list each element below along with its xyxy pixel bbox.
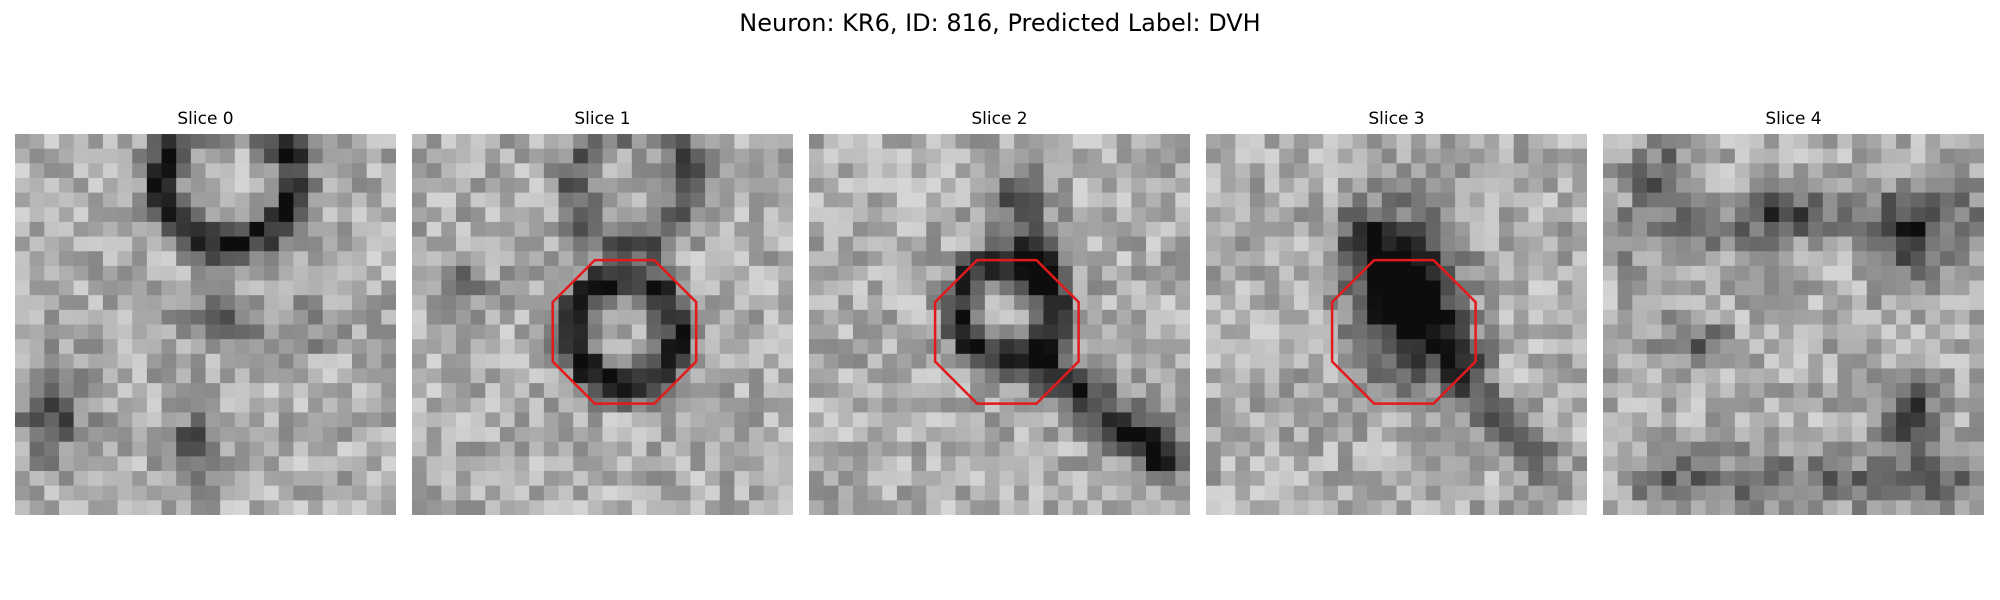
- slice-svg: [412, 134, 793, 515]
- roi-octagon: [933, 258, 1080, 405]
- slice-svg: [1603, 134, 1984, 515]
- slice-image-1: [412, 134, 793, 515]
- pixel-grid: [15, 134, 396, 515]
- slice-title-4: Slice 4: [1765, 109, 1822, 129]
- slice-image-3: [1206, 134, 1587, 515]
- slice-title-0: Slice 0: [177, 109, 234, 129]
- slice-image-0: [15, 134, 396, 515]
- pixel-grid: [809, 134, 1190, 515]
- pixel-grid: [1603, 134, 1984, 515]
- slice-svg: [1206, 134, 1587, 515]
- roi-octagon: [1330, 258, 1477, 405]
- slice-image-2: [809, 134, 1190, 515]
- slice-image-4: [1603, 134, 1984, 515]
- slice-title-2: Slice 2: [971, 109, 1028, 129]
- pixel-grid: [1206, 134, 1587, 515]
- slice-svg: [809, 134, 1190, 515]
- figure-title: Neuron: KR6, ID: 816, Predicted Label: D…: [739, 9, 1261, 37]
- roi-octagon: [551, 258, 698, 405]
- pixel-grid: [412, 134, 793, 515]
- slice-svg: [15, 134, 396, 515]
- slice-title-1: Slice 1: [574, 109, 631, 129]
- slice-title-3: Slice 3: [1368, 109, 1425, 129]
